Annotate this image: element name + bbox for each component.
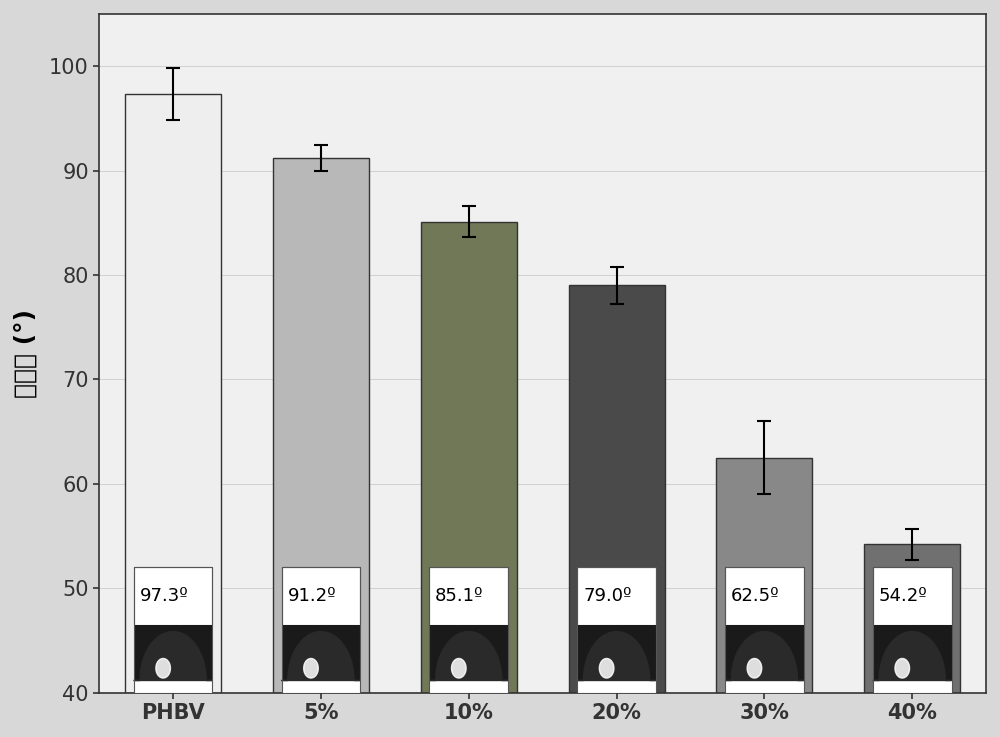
Bar bbox=[273, 158, 369, 693]
Bar bbox=[725, 567, 804, 625]
Polygon shape bbox=[452, 658, 466, 678]
Bar bbox=[282, 680, 360, 693]
Bar bbox=[429, 567, 508, 693]
Bar bbox=[282, 567, 360, 693]
Text: 91.2º: 91.2º bbox=[287, 587, 336, 605]
Bar bbox=[577, 625, 656, 693]
Bar bbox=[577, 567, 656, 693]
Bar bbox=[716, 458, 812, 693]
Text: 62.5º: 62.5º bbox=[731, 587, 780, 605]
Text: 79.0º: 79.0º bbox=[583, 587, 632, 605]
Polygon shape bbox=[873, 632, 952, 680]
Bar bbox=[429, 625, 508, 693]
Bar bbox=[873, 567, 952, 693]
Bar bbox=[577, 567, 656, 625]
Bar bbox=[421, 222, 517, 693]
Polygon shape bbox=[304, 658, 318, 678]
Bar bbox=[577, 680, 656, 693]
Text: 97.3º: 97.3º bbox=[140, 587, 188, 605]
Bar bbox=[725, 625, 804, 693]
Polygon shape bbox=[747, 658, 762, 678]
Bar bbox=[125, 94, 221, 693]
Bar bbox=[134, 680, 212, 693]
Bar bbox=[873, 625, 952, 693]
Polygon shape bbox=[725, 632, 804, 680]
Bar bbox=[282, 625, 360, 693]
Bar bbox=[429, 567, 508, 625]
Text: 85.1º: 85.1º bbox=[435, 587, 484, 605]
Bar bbox=[429, 680, 508, 693]
Polygon shape bbox=[577, 632, 656, 680]
Polygon shape bbox=[599, 658, 614, 678]
Bar bbox=[873, 567, 952, 625]
Bar bbox=[134, 625, 212, 693]
Polygon shape bbox=[429, 632, 508, 680]
Bar bbox=[134, 567, 212, 693]
Bar bbox=[864, 545, 960, 693]
Bar bbox=[134, 567, 212, 625]
Y-axis label: 接触角 (°): 接触角 (°) bbox=[14, 309, 38, 398]
Polygon shape bbox=[895, 658, 910, 678]
Polygon shape bbox=[156, 658, 170, 678]
Bar bbox=[725, 680, 804, 693]
Bar bbox=[725, 567, 804, 693]
Bar bbox=[282, 567, 360, 625]
Polygon shape bbox=[282, 632, 360, 680]
Polygon shape bbox=[134, 632, 212, 680]
Bar bbox=[873, 680, 952, 693]
Bar bbox=[569, 285, 665, 693]
Text: 54.2º: 54.2º bbox=[879, 587, 927, 605]
